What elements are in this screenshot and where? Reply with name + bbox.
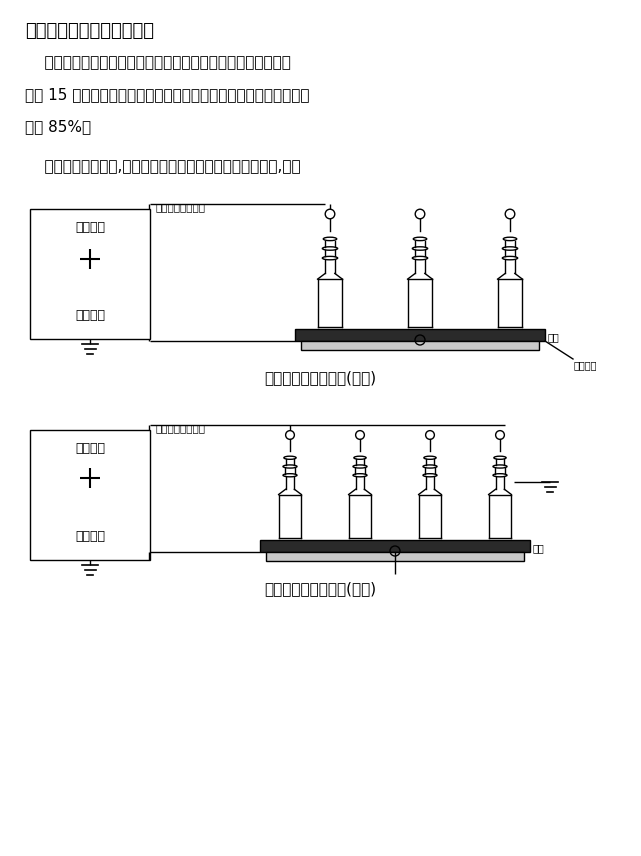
Text: 小于 15 秒，测量三次，求平均值，该值不应小于说明书中规定参数: 小于 15 秒，测量三次，求平均值，该值不应小于说明书中规定参数 — [25, 87, 310, 102]
Text: 高压线，注意安全: 高压线，注意安全 — [155, 423, 205, 433]
Bar — [260, 540, 530, 552]
Bar — [266, 552, 524, 561]
Bar — [30, 430, 150, 560]
Text: 相地之间放电接线图(图一): 相地之间放电接线图(图一) — [264, 370, 376, 385]
Bar — [30, 209, 150, 339]
Text: 三、工频放电试验接线方法: 三、工频放电试验接线方法 — [25, 22, 154, 40]
Text: 值的 85%。: 值的 85%。 — [25, 119, 91, 134]
Text: 在过电压保护器的相地之间的放电。测试时，每次测量间隔不: 在过电压保护器的相地之间的放电。测试时，每次测量间隔不 — [25, 55, 291, 70]
Text: 测量接地: 测量接地 — [75, 309, 105, 322]
Text: 相地之间放电接线图(图二): 相地之间放电接线图(图二) — [264, 581, 376, 596]
Text: 高压输出: 高压输出 — [75, 442, 105, 455]
Text: 两种过电压保护器,测试相地之间放电的接线图分别为图一,图二: 两种过电压保护器,测试相地之间放电的接线图分别为图一,图二 — [25, 159, 301, 174]
Text: 接地螺钉: 接地螺钉 — [574, 360, 597, 370]
Text: 铁板: 铁板 — [548, 332, 560, 342]
Text: 高压线，注意安全: 高压线，注意安全 — [155, 202, 205, 212]
Bar — [301, 341, 539, 350]
Text: 高压输出: 高压输出 — [75, 221, 105, 234]
Bar — [295, 329, 545, 341]
Text: 铁板: 铁板 — [533, 543, 545, 553]
Text: 测量接地: 测量接地 — [75, 530, 105, 543]
